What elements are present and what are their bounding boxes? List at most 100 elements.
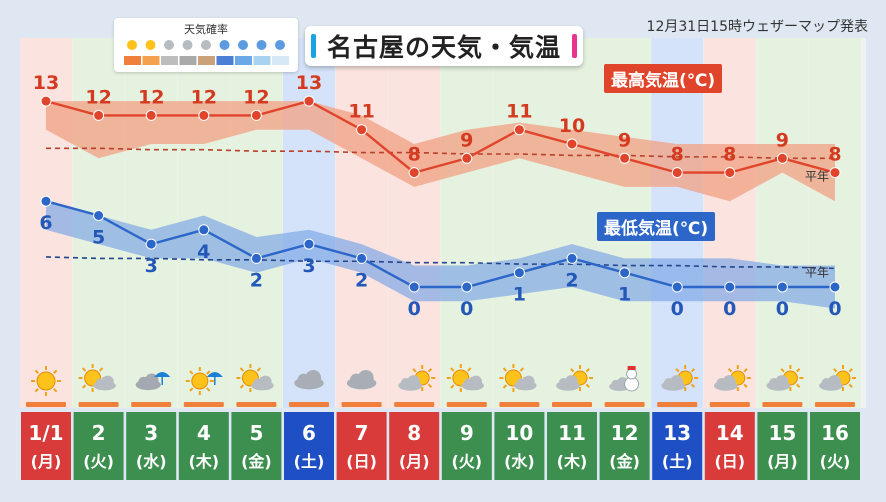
cloud-sun-icon xyxy=(182,40,193,50)
max-temp-value: 12 xyxy=(138,86,164,108)
snowman-icon xyxy=(609,366,640,392)
date-label: 10 xyxy=(505,421,533,445)
weather-probability-bar xyxy=(762,402,803,407)
legend-swatch xyxy=(272,56,289,65)
date-label: 3 xyxy=(144,421,158,445)
weather-probability-bar xyxy=(183,402,224,407)
max-range-band xyxy=(46,101,835,202)
max-temp-value: 9 xyxy=(460,129,473,151)
max-temp-line xyxy=(45,99,836,174)
max-normal-line xyxy=(46,147,835,160)
min-normal-line xyxy=(45,256,836,270)
sun-cloud-icon xyxy=(201,40,211,50)
min-temp-point xyxy=(776,281,788,293)
max-temp-value: 12 xyxy=(243,86,269,108)
weekday-label: (木) xyxy=(188,452,219,471)
max-temp-label: 最高気温(℃) xyxy=(604,64,723,93)
min-temp-point xyxy=(303,238,315,250)
min-temp-point xyxy=(408,281,420,293)
min-temp-value: 5 xyxy=(92,227,105,249)
page-title: 名古屋の天気・気温 xyxy=(326,33,561,62)
day-column-bg xyxy=(546,38,598,408)
date-cell xyxy=(284,412,334,480)
sun-cloud-icon xyxy=(236,364,274,392)
date-cell xyxy=(547,412,597,480)
weather-probability-bar xyxy=(78,402,119,407)
issued-time: 12月31日15時ウェザーマップ発表 xyxy=(646,19,868,35)
date-label: 15 xyxy=(768,421,796,445)
sun-icon xyxy=(127,40,137,50)
min-temp-value: 3 xyxy=(145,255,158,277)
weekday-label: (月) xyxy=(399,452,430,471)
cloud-icon xyxy=(346,369,377,390)
max-temp-value: 8 xyxy=(671,144,684,166)
min-temp-label: 最低気温(℃) xyxy=(597,212,716,241)
min-temp-point xyxy=(40,195,52,207)
min-temp-line xyxy=(45,200,835,289)
max-temp-point xyxy=(93,109,105,121)
min-temp-point xyxy=(724,281,736,293)
date-cell xyxy=(494,412,545,480)
min-temp-value: 4 xyxy=(197,241,210,263)
max-temp-value: 11 xyxy=(506,101,532,123)
legend-swatches xyxy=(124,40,289,65)
legend-swatch xyxy=(142,56,160,65)
weekday-label: (日) xyxy=(346,452,377,471)
min-temp-value: 0 xyxy=(408,298,421,320)
min-temp-point xyxy=(198,224,210,236)
weekday-label: (金) xyxy=(609,452,640,471)
min-temp-point xyxy=(829,281,841,293)
weekday-label: (水) xyxy=(504,452,535,471)
weekday-label: (月) xyxy=(767,452,798,471)
day-column-bg xyxy=(809,38,861,408)
max-temp-value: 8 xyxy=(828,144,841,166)
date-cell xyxy=(73,412,124,480)
date-cell xyxy=(231,412,282,480)
date-label: 8 xyxy=(407,421,421,445)
weekday-label: (火) xyxy=(820,452,851,471)
min-temp-value: 0 xyxy=(723,298,736,320)
day-column-bg xyxy=(230,38,283,408)
weekday-label: (金) xyxy=(241,452,272,471)
weather-probability-bar xyxy=(236,402,277,407)
sun-cloud-icon xyxy=(78,364,116,392)
weekday-label: (日) xyxy=(714,452,745,471)
max-temp-value: 8 xyxy=(408,144,421,166)
min-temp-point xyxy=(671,281,683,293)
legend-swatch xyxy=(216,56,234,65)
weather-probability-bar xyxy=(552,402,592,407)
max-temp-point xyxy=(776,152,788,164)
max-temp-value: 12 xyxy=(191,86,217,108)
cloud-icon xyxy=(164,40,174,50)
max-temp-value: 12 xyxy=(85,86,111,108)
weather-probability-bar xyxy=(446,402,487,407)
day-column-bg xyxy=(493,38,546,408)
weather-probability-bar xyxy=(394,402,435,407)
legend-swatch xyxy=(253,56,271,65)
date-cell xyxy=(757,412,808,480)
date-label: 7 xyxy=(355,421,369,445)
date-label: 5 xyxy=(249,421,263,445)
cloud-sun-icon xyxy=(556,365,593,391)
max-temp-value: 11 xyxy=(348,101,374,123)
snowman-icon xyxy=(275,40,285,50)
umbrella-icon xyxy=(238,40,248,50)
max-temp-value: 13 xyxy=(296,72,322,94)
max-temp-point xyxy=(566,138,578,150)
weather-probability-bar xyxy=(26,402,66,407)
weekday-label: (月) xyxy=(31,452,62,471)
max-temp-value: 9 xyxy=(618,129,631,151)
weekday-label: (水) xyxy=(136,452,167,471)
weekday-label: (土) xyxy=(662,452,693,471)
min-temp-value: 0 xyxy=(460,298,473,320)
weather-probability-bar xyxy=(131,402,172,407)
date-cell xyxy=(126,412,177,480)
max-temp-point xyxy=(671,167,683,179)
max-temp-point xyxy=(250,109,262,121)
min-temp-point xyxy=(513,267,525,279)
date-label: 12 xyxy=(611,421,639,445)
date-label: 13 xyxy=(663,421,691,445)
day-column-bg xyxy=(388,38,441,408)
